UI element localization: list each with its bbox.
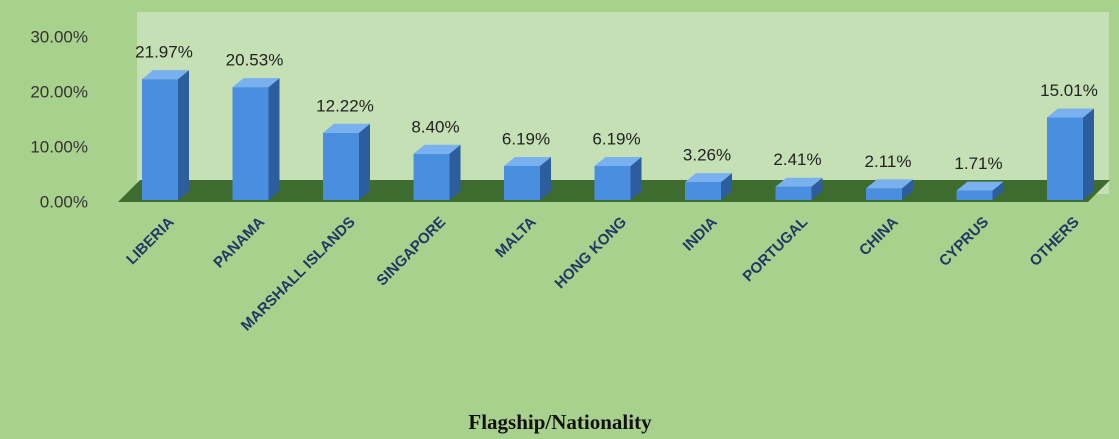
bar-side (630, 156, 642, 200)
bar (413, 144, 461, 200)
y-tick-label: 10.00% (30, 137, 88, 156)
value-label: 12.22% (316, 96, 374, 115)
bar-side (1083, 108, 1094, 200)
bar-top (142, 70, 189, 80)
value-label: 3.26% (683, 146, 731, 165)
bar-side (992, 181, 1004, 200)
bar-top (866, 179, 913, 189)
bar (142, 70, 189, 200)
bar (1047, 108, 1094, 200)
y-tick-label: 20.00% (30, 82, 88, 101)
bar-front (1047, 117, 1083, 200)
bar-top (504, 156, 551, 166)
bar-top (956, 181, 1004, 191)
bar-side (540, 156, 551, 200)
bar-front (775, 186, 812, 200)
value-label: 21.97% (135, 43, 193, 62)
bar (866, 179, 913, 200)
bar (504, 156, 551, 200)
bar-top (323, 123, 370, 133)
bar-side (268, 78, 280, 200)
bar-front (323, 132, 359, 200)
value-label: 15.01% (1040, 81, 1098, 100)
bar-front (142, 79, 178, 200)
bar-top (232, 78, 280, 88)
bar-side (449, 144, 461, 200)
bar-side (902, 179, 913, 200)
bar-front (594, 165, 631, 200)
bar-front (504, 165, 540, 200)
value-label: 6.19% (502, 129, 550, 148)
bar-side (721, 173, 732, 200)
y-tick-label: 30.00% (30, 27, 88, 46)
bar (232, 78, 280, 200)
bar (956, 181, 1004, 200)
bar (685, 173, 732, 200)
bar-side (178, 70, 189, 200)
bar-front (685, 182, 721, 200)
bar-front (956, 190, 993, 200)
bar-side (359, 123, 370, 200)
bar (775, 177, 823, 200)
value-label: 2.11% (865, 152, 912, 171)
bar-top (685, 173, 732, 183)
bar-front (232, 87, 269, 200)
bar (323, 123, 370, 200)
bar-front (413, 153, 450, 200)
value-label: 6.19% (592, 129, 640, 148)
value-label: 20.53% (226, 51, 284, 70)
x-axis-title: Flagship/Nationality (468, 410, 652, 434)
bar-top (1047, 108, 1094, 118)
bar-top (594, 156, 642, 166)
y-tick-label: 0.00% (40, 192, 88, 211)
value-label: 2.41% (773, 150, 821, 169)
bar-top (413, 144, 461, 154)
bar-top (775, 177, 823, 187)
bar-front (866, 188, 902, 200)
value-label: 1.71% (954, 154, 1002, 173)
value-label: 8.40% (411, 117, 459, 136)
bar (594, 156, 642, 200)
bar-side (811, 177, 823, 200)
